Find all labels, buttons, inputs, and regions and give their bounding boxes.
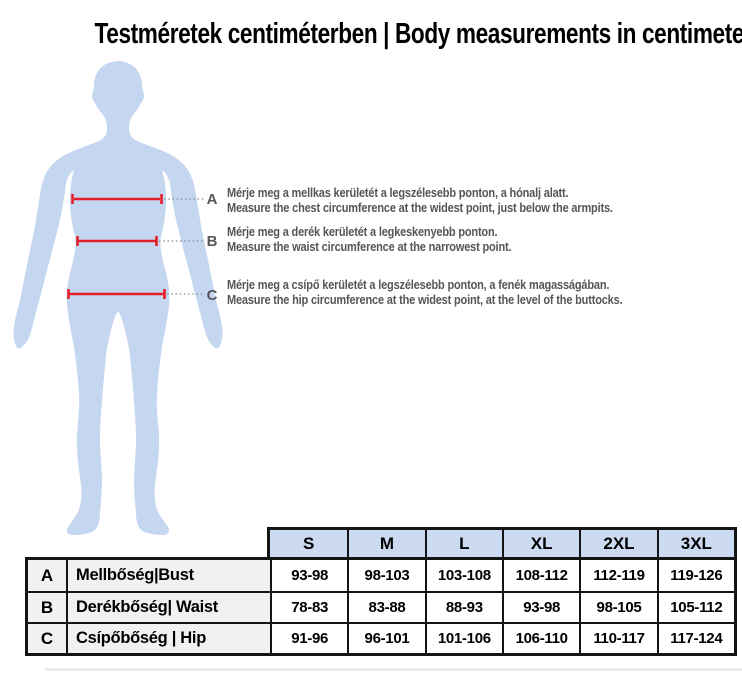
bust-value-s: 93-98	[270, 560, 348, 591]
chest-letter: A	[206, 191, 218, 208]
hip-instruction-en: Measure the hip circumference at the wid…	[227, 292, 623, 307]
row-label-bust: Mellbőség|Bust	[66, 560, 270, 591]
waist-instructions: Mérje meg a derék kerületét a legkeskeny…	[227, 225, 676, 254]
bust-value-l: 103-108	[424, 560, 502, 591]
bust-value-2xl: 112-119	[579, 560, 657, 591]
waist-value-xl: 93-98	[502, 591, 580, 622]
size-header-l: L	[424, 530, 502, 557]
hip-instruction-hu: Mérje meg a csípő kerületét a legszélese…	[227, 278, 610, 292]
hip-value-s: 91-96	[270, 622, 348, 653]
hip-value-3xl: 117-124	[656, 622, 734, 653]
page-title: Testméretek centiméterben | Body measure…	[94, 18, 742, 50]
waist-value-m: 83-88	[347, 591, 425, 622]
chest-instruction-hu: Mérje meg a mellkas kerületét a legszéle…	[227, 186, 569, 200]
waist-letter: B	[206, 233, 218, 250]
waist-value-3xl: 105-112	[656, 591, 734, 622]
size-header-s: S	[270, 530, 348, 557]
measurement-lines	[67, 194, 166, 299]
waist-value-l: 88-93	[424, 591, 502, 622]
waist-value-s: 78-83	[270, 591, 348, 622]
waist-instruction-hu: Mérje meg a derék kerületét a legkeskeny…	[227, 225, 498, 239]
partial-next-section-edge	[45, 668, 742, 671]
waist-value-2xl: 98-105	[579, 591, 657, 622]
size-table-body: A Mellbőség|Bust 93-98 98-103 103-108 10…	[25, 557, 737, 656]
leader-lines	[159, 198, 204, 295]
body-silhouette	[13, 61, 223, 535]
hip-letter: C	[206, 287, 218, 304]
waist-instruction-en: Measure the waist circumference at the n…	[227, 239, 512, 254]
row-label-waist: Derékbőség| Waist	[66, 591, 270, 622]
bust-value-3xl: 119-126	[656, 560, 734, 591]
size-table-header: S M L XL 2XL 3XL	[267, 527, 737, 557]
size-header-3xl: 3XL	[656, 530, 734, 557]
size-header-m: M	[347, 530, 425, 557]
body-silhouette-diagram	[13, 61, 223, 535]
hip-value-l: 101-106	[424, 622, 502, 653]
bust-value-xl: 108-112	[502, 560, 580, 591]
row-letter-b: B	[28, 591, 66, 622]
size-header-xl: XL	[502, 530, 580, 557]
row-letter-c: C	[28, 622, 66, 653]
size-header-2xl: 2XL	[579, 530, 657, 557]
page-title-row: Testméretek centiméterben | Body measure…	[0, 18, 742, 51]
chest-instruction-en: Measure the chest circumference at the w…	[227, 200, 613, 215]
row-label-hip: Csípőbőség | Hip	[66, 622, 270, 653]
row-letter-a: A	[28, 560, 66, 591]
hip-value-xl: 106-110	[502, 622, 580, 653]
hip-value-2xl: 110-117	[579, 622, 657, 653]
hip-value-m: 96-101	[347, 622, 425, 653]
chest-instructions: Mérje meg a mellkas kerületét a legszéle…	[227, 186, 676, 215]
hip-instructions: Mérje meg a csípő kerületét a legszélese…	[227, 278, 676, 307]
bust-value-m: 98-103	[347, 560, 425, 591]
